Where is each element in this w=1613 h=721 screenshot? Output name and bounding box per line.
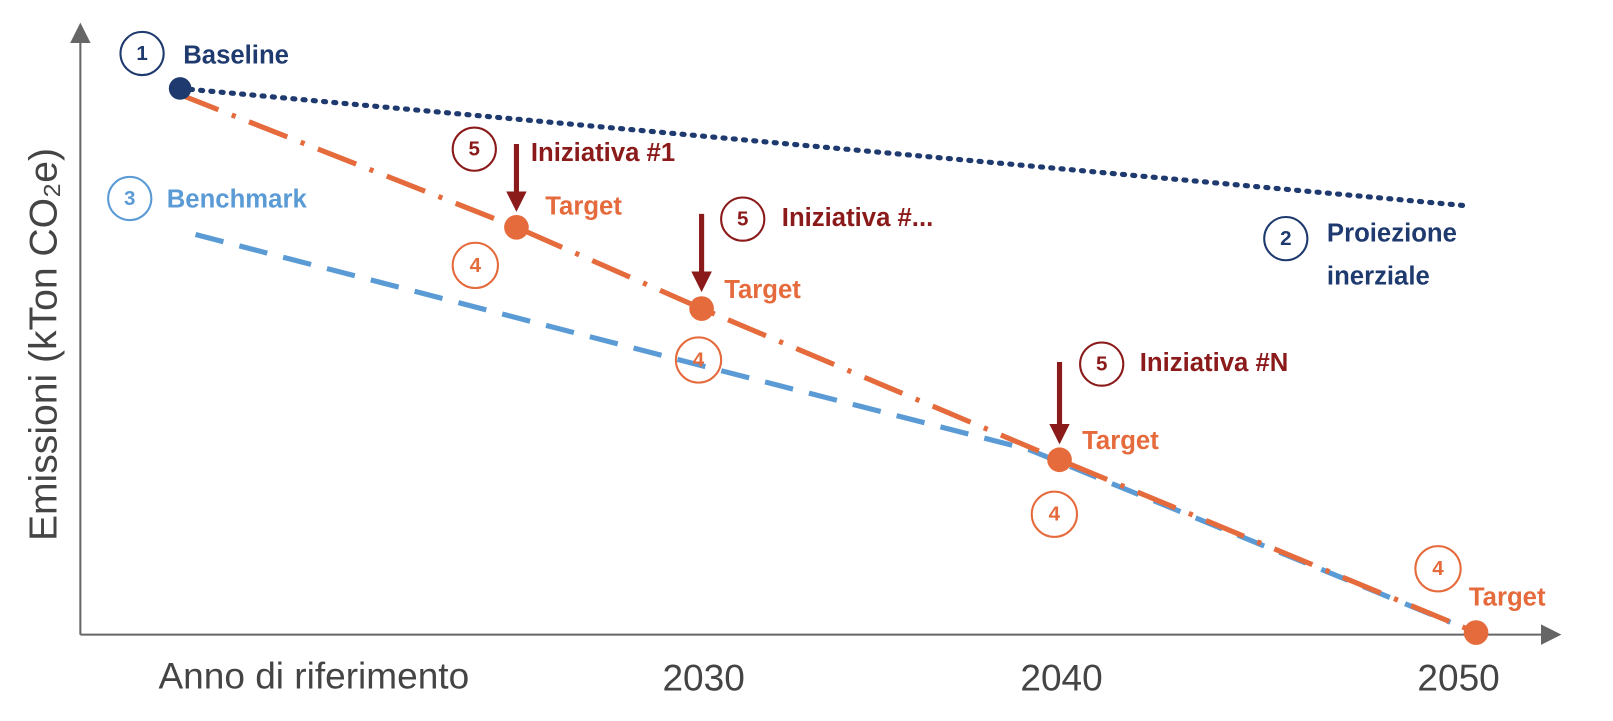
projection-line [177,85,1469,209]
x-label: 2040 [1020,657,1102,699]
initiative-label: Iniziativa #N [1140,349,1289,377]
target-label: Target [1082,427,1159,455]
badge-number: 2 [1280,227,1291,250]
target-dot [1047,447,1072,473]
x-label: 2030 [662,657,744,699]
badge-number: 3 [124,187,135,210]
baseline-dot [168,77,192,100]
projection-label: Proiezione [1327,219,1457,247]
y-axis-label: Emissioni (kTon CO₂e) [23,148,66,541]
benchmark-label: Benchmark [167,185,308,213]
initiative-label: Iniziativa #... [782,204,933,232]
benchmark-line [194,232,1452,625]
target-dot [504,214,529,240]
baseline-label: Baseline [183,41,289,69]
badge-number: 4 [1049,503,1061,526]
target-dot [689,296,714,321]
target-label: Target [724,276,801,304]
badge-number: 4 [693,348,705,371]
arrows [506,143,1070,445]
projection-label: inerziale [1327,263,1430,291]
badges [107,30,1462,593]
target-dot [1463,620,1489,645]
x-label: Anno di riferimento [158,655,469,697]
initiative-label: Iniziativa #1 [531,139,675,167]
badge-number: 4 [1432,557,1444,580]
badge-number: 5 [737,208,748,231]
x-label: 2050 [1417,657,1499,699]
badge-number: 4 [470,254,482,277]
badge-number: 5 [1096,353,1107,376]
target-label: Target [545,193,622,221]
target-line [179,92,1478,635]
target-label: Target [1469,583,1546,611]
badge-number: 1 [136,42,147,65]
badge-number: 5 [469,138,480,161]
